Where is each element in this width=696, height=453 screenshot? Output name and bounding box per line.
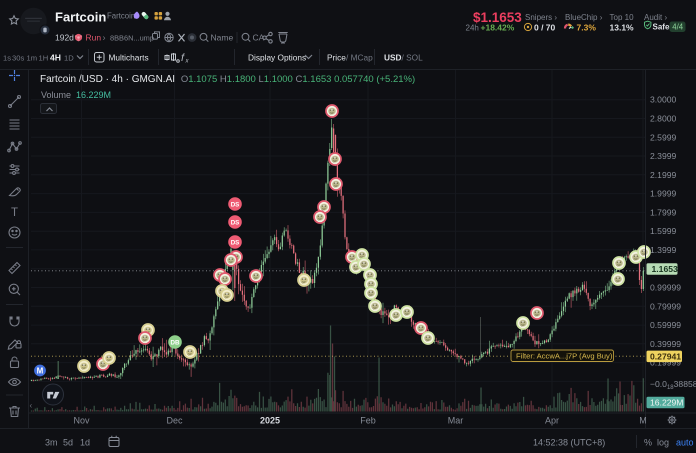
svg-text:Snipers ›: Snipers › [525,13,557,22]
svg-text:Price: Price [327,53,346,63]
svg-text:0.59999: 0.59999 [650,320,681,330]
svg-text:192d: 192d [55,33,74,43]
svg-text:7.3%: 7.3% [577,23,597,33]
svg-text:Nov: Nov [73,416,90,426]
svg-text:/ MCap: / MCap [346,53,373,63]
svg-text:Apr: Apr [545,416,559,426]
svg-text:Display Options: Display Options [248,53,306,63]
svg-text:2025: 2025 [260,416,280,426]
svg-text:0.19999: 0.19999 [650,358,681,368]
svg-text:16.229M: 16.229M [650,398,683,408]
svg-text:1m: 1m [27,54,38,63]
svg-text:3.0000: 3.0000 [650,95,677,105]
svg-text:/ SOL: / SOL [402,53,424,63]
svg-text:Fartcoin: Fartcoin [55,10,106,25]
svg-text:0.79999: 0.79999 [650,301,681,311]
svg-text:Top 10: Top 10 [610,13,635,22]
svg-text:−0.01838858: −0.01838858 [650,379,696,391]
svg-text:BlueChip ›: BlueChip › [565,13,603,22]
svg-text:1.9999: 1.9999 [650,189,677,199]
svg-text:DB: DB [171,339,180,346]
svg-text:13.1%: 13.1% [610,23,635,33]
svg-text:CA: CA [253,33,265,43]
svg-text:USD: USD [384,53,402,63]
svg-text:1s: 1s [3,54,11,63]
svg-text:Filter: AccwA...j7P (Avg Buy): Filter: AccwA...j7P (Avg Buy) [516,351,613,360]
svg-text:f: f [181,52,185,64]
svg-text:0 / 70: 0 / 70 [534,23,556,33]
svg-text:Safe: Safe [653,23,670,32]
svg-text:1.1653: 1.1653 [652,264,679,274]
svg-text:0.99999: 0.99999 [650,283,681,293]
svg-text:1.5999: 1.5999 [650,226,677,236]
svg-text:Fartcoin: Fartcoin [107,12,135,21]
svg-text:1.7999: 1.7999 [650,207,677,217]
svg-text:5d: 5d [63,438,73,448]
svg-text:M: M [37,367,44,376]
svg-text:Dec: Dec [166,416,183,426]
svg-text:auto: auto [676,438,694,448]
svg-text:Multicharts: Multicharts [109,53,149,63]
svg-text:Name: Name [211,33,234,43]
svg-text:DS: DS [231,239,240,246]
svg-text:T: T [11,207,18,219]
svg-text:1D: 1D [64,54,74,63]
svg-text:DS: DS [231,201,240,208]
svg-text:Feb: Feb [360,416,376,426]
svg-text:0.39999: 0.39999 [650,339,681,349]
svg-text:2.1999: 2.1999 [650,170,677,180]
svg-text:4/4: 4/4 [672,23,684,32]
svg-text:%: % [644,438,652,448]
svg-text:Mar: Mar [448,416,464,426]
svg-text:3m: 3m [45,438,58,448]
svg-text:24h: 24h [466,24,479,33]
svg-text:8BB6N...ump: 8BB6N...ump [110,34,154,43]
svg-text:4H: 4H [50,53,61,63]
svg-text:›: › [103,33,106,43]
svg-text:2.3999: 2.3999 [650,151,677,161]
svg-text:$1.1653: $1.1653 [473,10,522,25]
svg-text:0.27941: 0.27941 [650,351,681,361]
svg-text:log: log [657,438,669,448]
svg-text:M: M [639,416,647,426]
svg-text:2.8000: 2.8000 [650,114,677,124]
svg-text:x: x [185,59,190,65]
svg-text:30s: 30s [12,54,24,63]
svg-text:Run: Run [86,33,102,43]
svg-text:Audit ›: Audit › [644,13,667,22]
svg-text:DS: DS [231,219,240,226]
svg-text:1d: 1d [80,438,90,448]
svg-text:2.5999: 2.5999 [650,132,677,142]
svg-text:14:52:38 (UTC+8): 14:52:38 (UTC+8) [533,438,605,448]
svg-text:‹: ‹ [30,401,33,410]
svg-text:1.3999: 1.3999 [650,245,677,255]
svg-text:+18.42%: +18.42% [481,23,515,33]
svg-text:1H: 1H [39,54,49,63]
